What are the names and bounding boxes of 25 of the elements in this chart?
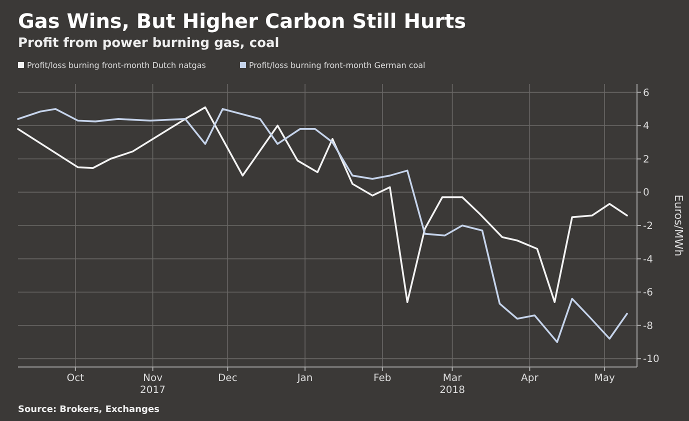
x-tick-label: Mar 2018 bbox=[440, 373, 466, 396]
y-tick-label: -4 bbox=[643, 254, 653, 266]
chart-title: Gas Wins, But Higher Carbon Still Hurts bbox=[18, 9, 466, 33]
y-tick-label: 0 bbox=[643, 188, 650, 199]
y-tick-label: -2 bbox=[643, 221, 653, 232]
y-tick-label: -8 bbox=[643, 320, 653, 332]
x-tick-label: Oct bbox=[66, 373, 84, 384]
line-series bbox=[17, 106, 628, 303]
y-tick-label: 2 bbox=[643, 154, 650, 166]
y-axis-title: Euros/MWh bbox=[672, 194, 685, 256]
y-tick-label: 4 bbox=[643, 121, 650, 132]
y-tick-label: 6 bbox=[643, 88, 650, 99]
y-tick-label: -6 bbox=[643, 288, 653, 299]
legend-label: Profit/loss burning front-month German coal bbox=[249, 61, 426, 70]
x-tick-label: Feb bbox=[374, 373, 392, 384]
x-tick-label: Dec bbox=[218, 373, 238, 384]
chart-subtitle: Profit from power burning gas, coal bbox=[18, 36, 280, 51]
x-tick-label: May bbox=[594, 373, 615, 384]
source-note: Source: Brokers, Exchanges bbox=[18, 405, 160, 415]
legend-label: Profit/loss burning front-month Dutch natgas bbox=[27, 61, 206, 70]
x-tick-label: Apr bbox=[521, 373, 540, 384]
y-tick-label: -10 bbox=[643, 354, 660, 366]
x-tick-label: Jan bbox=[296, 373, 313, 384]
line-series bbox=[17, 108, 628, 343]
x-tick-label: Nov 2017 bbox=[140, 373, 166, 396]
